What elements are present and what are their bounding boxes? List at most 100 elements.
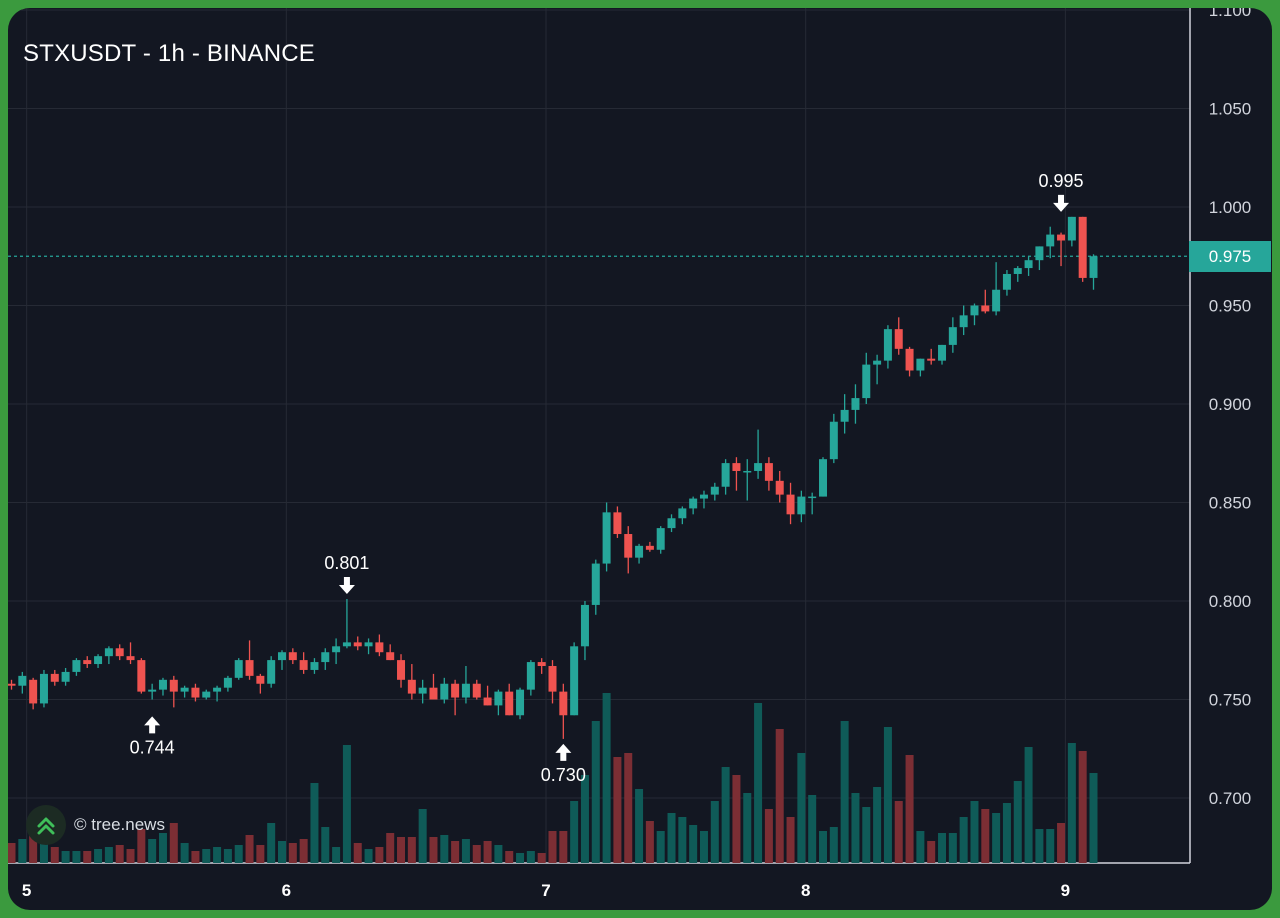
candle-body xyxy=(234,660,243,678)
candle-body xyxy=(429,687,438,700)
volume-bar xyxy=(1067,743,1076,863)
candle-body xyxy=(656,528,665,550)
candle-body xyxy=(342,642,351,647)
x-tick-label: 6 xyxy=(282,881,291,900)
volume-bar xyxy=(148,839,157,863)
volume-bar xyxy=(245,835,254,863)
volume-bar xyxy=(299,839,308,863)
y-tick-label: 1.000 xyxy=(1209,198,1252,217)
y-tick-label: 0.950 xyxy=(1209,297,1252,316)
candle-body xyxy=(570,646,579,716)
y-tick-label: 0.800 xyxy=(1209,592,1252,611)
candle-body xyxy=(743,470,752,473)
volume-bar xyxy=(1089,773,1098,863)
candle-body xyxy=(862,364,871,399)
candle-body xyxy=(699,494,708,499)
candle-body xyxy=(213,687,222,692)
volume-bar xyxy=(808,795,817,863)
candle-body xyxy=(1002,273,1011,290)
candle-body xyxy=(332,646,341,653)
volume-bar xyxy=(516,853,525,863)
volume-bar xyxy=(50,847,59,863)
volume-bar xyxy=(775,729,784,863)
volume-bar xyxy=(591,721,600,863)
volume-bar xyxy=(202,849,211,863)
volume-bar xyxy=(191,851,200,863)
volume-bar xyxy=(1035,829,1044,863)
volume-bar xyxy=(29,833,38,863)
volume-bar xyxy=(840,721,849,863)
arrow-up-icon xyxy=(144,716,161,734)
volume-bar xyxy=(710,801,719,863)
extreme-price-label: 0.730 xyxy=(541,765,586,785)
watermark: © tree.news xyxy=(26,805,165,845)
extreme-price-label: 0.995 xyxy=(1039,171,1084,191)
candle-body xyxy=(992,289,1001,312)
candle-body xyxy=(894,329,903,349)
candle-body xyxy=(364,642,373,647)
last-price-tag: 0.975 xyxy=(1189,241,1271,272)
volume-bar xyxy=(472,845,481,863)
volume-bar xyxy=(938,833,947,863)
candle-body xyxy=(840,409,849,422)
candle-body xyxy=(148,689,157,692)
y-tick-label: 1.050 xyxy=(1209,100,1252,119)
volume-bar xyxy=(819,831,827,863)
volume-bar xyxy=(613,757,622,863)
volume-bar xyxy=(61,851,70,863)
y-tick-label: 0.850 xyxy=(1209,494,1252,513)
extreme-price-label: 0.744 xyxy=(130,737,175,757)
chart-frame: 0.700 0.750 0.800 0.850 0.900 0.950 1.000 1.050… xyxy=(8,8,1272,910)
candle-body xyxy=(970,305,979,316)
candle-body xyxy=(916,358,925,371)
candle-body xyxy=(613,512,622,535)
candle-body xyxy=(624,534,633,558)
candle-body xyxy=(440,683,449,700)
candle-body xyxy=(635,545,644,558)
candle-body xyxy=(1035,246,1044,261)
volume-bar xyxy=(332,847,341,863)
candle-body xyxy=(1067,216,1076,241)
x-tick-label: 9 xyxy=(1061,881,1070,900)
volume-bar xyxy=(829,827,838,863)
chart-canvas[interactable]: 0.700 0.750 0.800 0.850 0.900 0.950 1.000 1.050… xyxy=(8,8,1272,910)
candle-body xyxy=(689,498,698,509)
candle-body xyxy=(1089,256,1098,278)
candle-body xyxy=(1057,234,1066,241)
volume-bar xyxy=(548,831,557,863)
candle-body xyxy=(18,675,27,686)
volume-bar xyxy=(635,789,644,863)
x-tick-label: 7 xyxy=(541,881,550,900)
volume-bar xyxy=(180,843,189,863)
volume-bar xyxy=(754,703,763,863)
candle-body xyxy=(721,463,730,487)
volume-bar xyxy=(213,847,222,863)
volume-bar xyxy=(461,839,470,863)
candle-body xyxy=(580,604,589,647)
candle-body xyxy=(1013,268,1022,274)
candle-body xyxy=(407,679,416,694)
candle-body xyxy=(245,660,254,676)
candle-body xyxy=(905,348,914,371)
volume-bar xyxy=(656,831,665,863)
volume-bar xyxy=(1078,751,1087,863)
volume-bar xyxy=(927,841,936,863)
candle-body xyxy=(1078,216,1087,278)
candle-body xyxy=(137,660,146,692)
volume-bar xyxy=(797,753,806,863)
volume-bar xyxy=(699,831,708,863)
volume-bar xyxy=(1057,823,1066,863)
candle-body xyxy=(754,463,763,471)
y-tick-label: 0.900 xyxy=(1209,395,1252,414)
volume-bar xyxy=(526,851,535,863)
candle-body xyxy=(764,463,773,481)
candle-body xyxy=(548,666,557,692)
candle-body xyxy=(494,691,503,706)
candle-body xyxy=(353,642,362,647)
candle-body xyxy=(526,662,535,690)
candle-body xyxy=(310,662,319,670)
candle-body xyxy=(115,648,124,657)
volume-bar xyxy=(537,853,546,863)
y-tick-label: 0.700 xyxy=(1209,789,1252,808)
volume-bar xyxy=(288,843,297,863)
